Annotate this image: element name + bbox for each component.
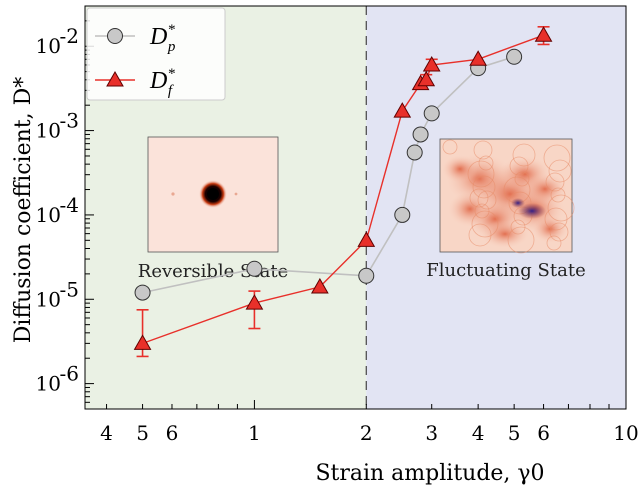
x-tick-label: 4 [100, 421, 113, 445]
inset-cloud-ring [507, 226, 535, 254]
y-tick-exponent: -3 [60, 109, 79, 133]
inset-cloud-ring [512, 143, 536, 167]
legend-marker [106, 70, 124, 87]
data-point [357, 231, 376, 247]
x-tick-label: 3 [425, 421, 438, 445]
data-point [422, 55, 441, 72]
data-point [358, 267, 375, 284]
y-axis-title: Diffusion coefficient, D* [11, 77, 36, 343]
inset-hotspot [518, 203, 546, 219]
inset-hotspot [511, 198, 525, 208]
x-axis-title: Strain amplitude, γ0 [315, 461, 544, 486]
inset-caption-reversible: Reversible State [138, 261, 288, 282]
inset-cloud-ring [545, 172, 565, 192]
data-point [245, 294, 264, 310]
x-tick-label: 1 [248, 421, 261, 445]
data-point [412, 126, 429, 143]
data-point [423, 105, 440, 122]
x-tick-label: 6 [537, 421, 550, 445]
inset-cloud-ring [544, 207, 568, 231]
inset-cloud-blob [442, 155, 478, 183]
legend-label: D* f [149, 66, 175, 99]
x-tick-label: 4 [472, 421, 485, 445]
inset-cloud-ring [473, 140, 493, 160]
series-line [142, 34, 544, 345]
data-point [534, 26, 553, 42]
series-df [133, 26, 553, 358]
inset-cloud-ring [468, 223, 492, 247]
legend-label: D* p [149, 22, 176, 55]
inset-cloud-ring [546, 235, 562, 251]
data-point [310, 277, 329, 294]
inset-caption-fluctuating: Fluctuating State [426, 260, 586, 281]
data-point [134, 284, 151, 301]
y-tick-label: 10 [36, 34, 61, 58]
y-tick-label: 10 [36, 372, 61, 396]
x-tick-label: 2 [360, 421, 373, 445]
y-tick-exponent: -6 [60, 362, 79, 386]
inset-speck [234, 192, 238, 196]
inset-cloud-ring [477, 190, 497, 210]
inset-cloud-ring [550, 187, 566, 203]
inset-cloud-ring [469, 188, 489, 208]
inset-cloud-ring [548, 159, 572, 183]
x-tick-label: 5 [136, 421, 149, 445]
y-tick-exponent: -4 [60, 193, 79, 217]
data-point [133, 334, 152, 350]
inset-cloud-blob [481, 220, 529, 248]
inset-cloud-blob [532, 215, 568, 243]
series-layer [133, 26, 553, 358]
inset-cloud-ring [472, 175, 496, 199]
data-point [469, 50, 487, 66]
plot-frame [84, 5, 627, 410]
data-point [417, 70, 436, 87]
legend-marker [107, 28, 123, 44]
x-tick-label: 10 [613, 421, 638, 445]
inset-cloud-ring [514, 171, 530, 187]
y-tick-label: 10 [36, 119, 61, 143]
inset-cloud-ring [471, 210, 499, 238]
inset-cloud-ring [474, 203, 490, 219]
inset-dot-core [207, 188, 219, 200]
data-point [506, 48, 523, 65]
inset-cloud-ring [467, 160, 495, 188]
y-tick-exponent: -5 [60, 277, 79, 301]
y-tick-exponent: -2 [60, 24, 79, 48]
inset-cloud-ring [478, 155, 494, 171]
inset-cloud-ring [549, 222, 569, 242]
inset-cloud-ring [547, 194, 575, 222]
y-tick-label: 10 [36, 203, 61, 227]
y-tick-label: 10 [36, 287, 61, 311]
legend: D* p D* f [86, 7, 226, 101]
insets-layer: Reversible State Fluctuating State [138, 136, 586, 282]
inset-fluctuating: Fluctuating State [426, 138, 586, 281]
data-point [393, 102, 412, 118]
inset-cloud-ring [509, 156, 529, 176]
data-point [246, 260, 263, 277]
legend-box [86, 7, 226, 101]
inset-cloud-ring [442, 139, 458, 155]
inset-cloud-ring [510, 219, 526, 235]
inset-reversible: Reversible State [138, 136, 288, 282]
x-tick-label: 6 [166, 421, 179, 445]
data-point [406, 144, 423, 161]
data-point [394, 206, 411, 223]
x-tick-label: 5 [508, 421, 521, 445]
inset-cloud-ring [543, 144, 571, 172]
inset-speck [171, 192, 175, 196]
